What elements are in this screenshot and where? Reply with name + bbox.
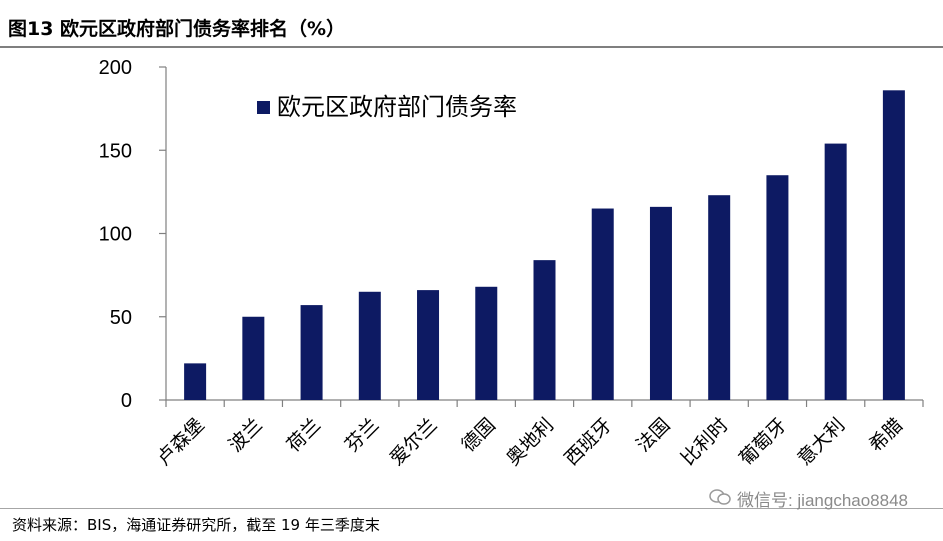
bar-chart: 0 50 100 150 200 卢森堡 波兰 荷兰 芬兰 爱尔兰 德国 奥地利 西班牙 法国 比利时 葡萄…: [99, 57, 924, 470]
bar: [533, 260, 556, 400]
bar: [184, 363, 207, 400]
x-tick-label: 奥地利: [502, 414, 558, 470]
bar: [417, 290, 440, 400]
x-tick-label: 西班牙: [560, 414, 616, 470]
footer-divider: [0, 508, 943, 509]
x-tick-label: 芬兰: [341, 414, 383, 456]
x-tick-label: 比利时: [677, 414, 733, 470]
y-tick-label: 100: [99, 224, 132, 246]
bar: [591, 208, 614, 400]
bar-series: [184, 90, 905, 400]
y-tick-labels: 0 50 100 150 200: [99, 57, 132, 412]
x-tick-label: 希腊: [865, 414, 907, 456]
legend-swatch: [257, 101, 270, 114]
bar: [824, 143, 847, 400]
chart-title: 图13 欧元区政府部门债务率排名（%）: [8, 18, 346, 40]
bar: [358, 291, 381, 400]
chart-legend: 欧元区政府部门债务率: [257, 93, 517, 121]
x-tick-label: 葡萄牙: [735, 414, 791, 470]
bar: [300, 305, 323, 400]
bar: [708, 195, 731, 400]
bar: [242, 316, 265, 400]
source-note: 资料来源：BIS，海通证券研究所，截至 19 年三季度末: [12, 516, 380, 534]
bar: [475, 286, 498, 400]
watermark-text: 微信号: jiangchao8848: [736, 491, 908, 510]
bar: [766, 175, 789, 400]
x-tick-label: 荷兰: [283, 414, 325, 456]
x-tick-label: 法国: [632, 414, 674, 456]
wechat-icon: [709, 488, 731, 511]
y-tick-label: 150: [99, 140, 132, 162]
x-tick-label: 意大利: [793, 414, 849, 470]
legend-label: 欧元区政府部门债务率: [277, 93, 517, 121]
x-tick-label: 卢森堡: [153, 414, 209, 470]
bar: [649, 206, 672, 400]
y-tick-label: 50: [110, 307, 132, 329]
title-divider: [0, 46, 943, 48]
x-tick-label: 波兰: [224, 414, 266, 456]
y-tick-label: 200: [99, 57, 132, 79]
x-tick-labels: 卢森堡 波兰 荷兰 芬兰 爱尔兰 德国 奥地利 西班牙 法国 比利时 葡萄牙 意大利 希腊: [153, 414, 908, 470]
wechat-watermark: 微信号: jiangchao8848: [709, 486, 908, 511]
bar: [882, 90, 905, 400]
x-tick-label: 爱尔兰: [386, 414, 442, 470]
x-tick-label: 德国: [457, 414, 499, 456]
y-tick-label: 0: [121, 390, 132, 412]
